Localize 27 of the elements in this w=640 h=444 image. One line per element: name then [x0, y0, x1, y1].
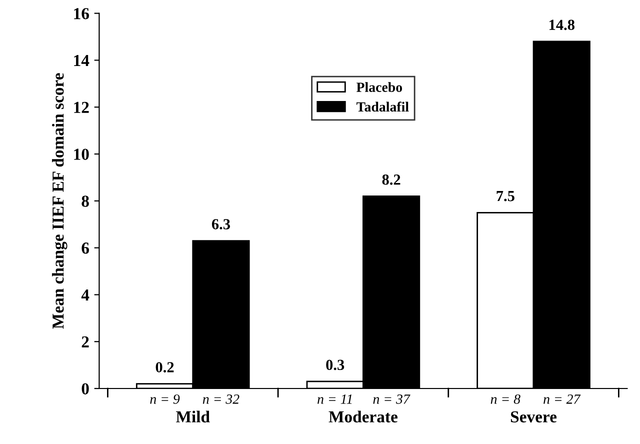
data-label: 8.2	[382, 174, 400, 185]
y-tick-label: 0	[82, 383, 89, 394]
y-tick-label: 8	[82, 196, 89, 207]
y-tick-label: 2	[82, 336, 89, 348]
y-tick-label: 4	[81, 290, 90, 300]
text: n = 11	[318, 394, 352, 404]
data-label: 0.2	[156, 362, 174, 372]
x-tick-label: Mild	[176, 410, 210, 422]
legend-label: Placebo	[356, 82, 402, 92]
y-tick-label: 16	[74, 8, 89, 20]
text: n = 37	[373, 394, 410, 404]
text: n = 9	[150, 394, 180, 404]
y-axis-title: Mean change IIEF EF domain score	[52, 73, 68, 329]
text: n = 32	[202, 394, 240, 404]
legend-label: Tadalafil	[356, 102, 409, 112]
y-tick-label: 14	[74, 54, 90, 66]
y-tick-label: 10	[74, 148, 89, 160]
data-label: 14.8	[549, 20, 574, 30]
x-tick-label: Moderate	[328, 410, 398, 422]
data-label: 6.3	[212, 219, 230, 230]
x-tick-label: Severe	[510, 411, 557, 422]
y-tick-label: 12	[74, 102, 89, 113]
data-label: 0.3	[326, 360, 344, 370]
text: n = 27	[544, 394, 581, 404]
data-label: 7.5	[496, 191, 514, 202]
y-tick-label: 6	[82, 242, 89, 254]
text: n = 8	[490, 394, 520, 404]
